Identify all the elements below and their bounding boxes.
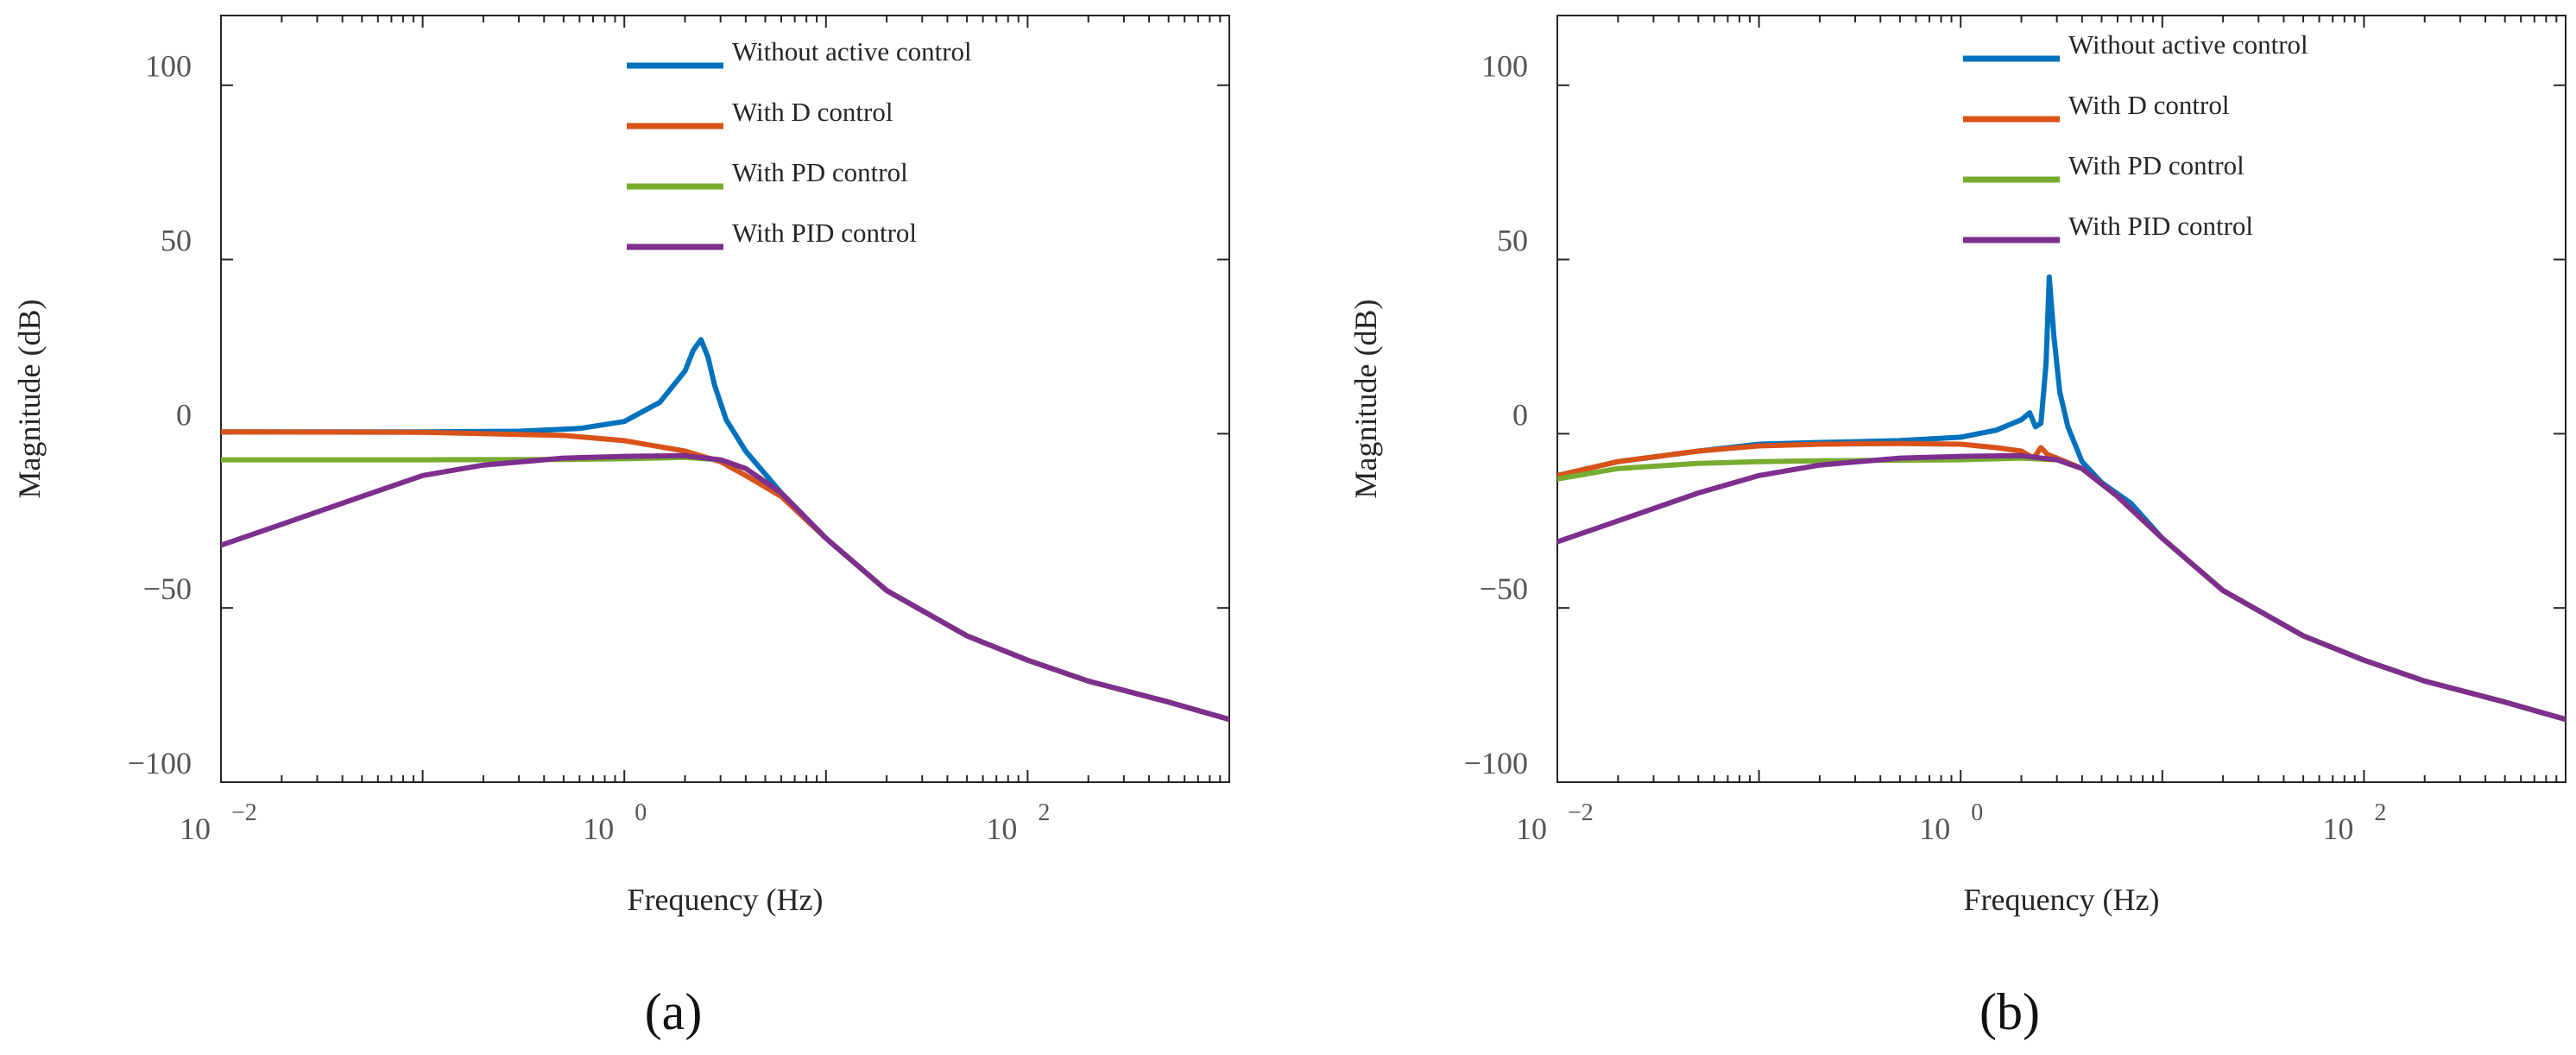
series-line-with-pid-control: [221, 452, 1229, 723]
x-tick-label-base: 10: [583, 812, 614, 846]
x-tick-label-exponent: 0: [1971, 799, 1983, 826]
y-tick-label: −100: [1464, 746, 1528, 780]
y-tick-label: 0: [176, 397, 192, 432]
x-tick-label-base: 10: [986, 812, 1017, 846]
legend-entry-label: Without active control: [732, 36, 972, 66]
x-tick-label-base: 10: [180, 812, 211, 846]
x-tick-label-exponent: −2: [1568, 799, 1594, 826]
y-tick-label: 50: [161, 224, 192, 258]
legend-entry-label: With PID control: [732, 218, 917, 248]
x-tick-label-base: 10: [1919, 812, 1950, 846]
x-axis-label: Frequency (Hz): [628, 882, 824, 917]
legend-entry-label: Without active control: [2068, 29, 2308, 60]
y-axis-label: Magnitude (dB): [12, 300, 47, 499]
y-tick-label: 100: [1481, 49, 1528, 84]
series-line-without-active-control: [221, 337, 1229, 723]
x-tick-label-exponent: 2: [1038, 799, 1050, 826]
legend-entry-label: With D control: [2068, 90, 2229, 120]
legend-entry-label: With PD control: [2068, 150, 2245, 180]
legend-entry-label: With PD control: [732, 157, 908, 187]
y-axis-label: Magnitude (dB): [1348, 300, 1383, 499]
legend-entry-label: With D control: [732, 97, 893, 127]
y-tick-label: −50: [1480, 572, 1528, 606]
x-tick-label-exponent: 0: [635, 799, 647, 826]
panel-label: (b): [1979, 983, 2040, 1040]
x-axis-label: Frequency (Hz): [1964, 882, 2160, 917]
plot-box: [220, 15, 1230, 783]
y-tick-label: 100: [145, 49, 192, 84]
y-tick-label: −50: [143, 572, 192, 606]
x-tick-label-exponent: −2: [231, 799, 257, 826]
x-tick-label-base: 10: [1516, 812, 1547, 846]
legend-entry-label: With PID control: [2068, 211, 2253, 241]
series-line-with-pid-control: [1557, 452, 2566, 723]
y-tick-label: 50: [1497, 224, 1528, 258]
x-tick-label-base: 10: [2322, 812, 2353, 846]
panel-label: (a): [645, 983, 703, 1040]
y-tick-label: 0: [1512, 397, 1528, 432]
x-tick-label-exponent: 2: [2374, 799, 2386, 826]
series-line-without-active-control: [1557, 274, 2566, 723]
plot-box: [1556, 15, 2567, 783]
y-tick-label: −100: [128, 746, 192, 780]
